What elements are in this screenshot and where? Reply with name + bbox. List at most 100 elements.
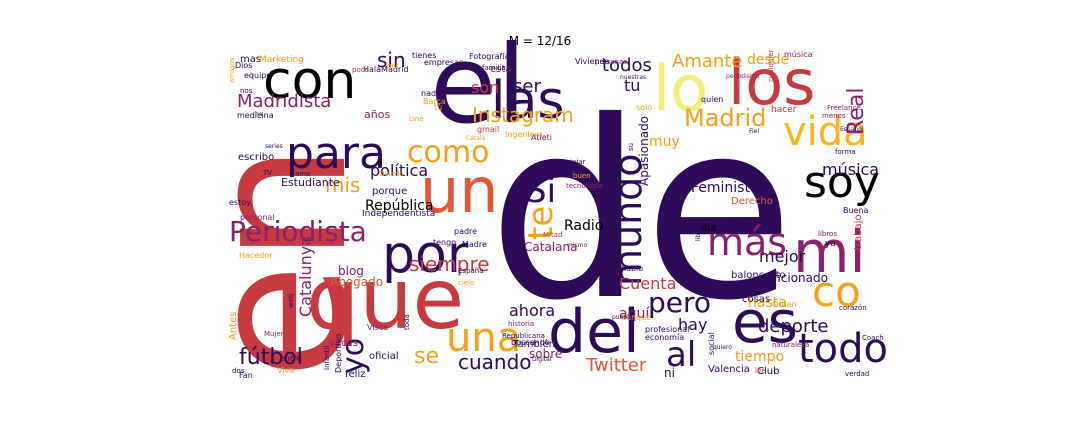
word-estoy-165: estoy (229, 198, 251, 207)
word-amante-35: Amante (672, 51, 742, 72)
word-hacer-95: hacer (771, 105, 797, 115)
word-halamadrid-115: HalaMadrid (363, 65, 409, 74)
word-marketing-87: Marketing (259, 55, 304, 65)
word-cielo-160: cielo (458, 279, 474, 287)
word-amigos-124: amigos (228, 57, 236, 83)
word-ser-39: ser (513, 76, 541, 97)
word-entre-112: entre (280, 354, 301, 363)
word-periodismo-136: periodismo (726, 73, 760, 80)
word-ha-167: ha (255, 111, 263, 118)
word-visca-110: Visca (367, 323, 388, 332)
word-familia-118: familia (482, 64, 506, 72)
word-catalunya-48: Catalunya (296, 236, 315, 317)
word-barca-89: Barça (423, 97, 446, 106)
word-hacedor-111: Hacedor (239, 251, 273, 260)
word-republicana-104: Republicana (502, 332, 545, 340)
word-las-7: las (491, 71, 564, 131)
word-tecnologia-142: tecnología (566, 182, 603, 190)
word-profesional-100: profesional (645, 325, 689, 334)
word-toda-159: toda (403, 314, 411, 330)
word-lo-6: lo (653, 52, 708, 125)
word-medicina-121: medicina (237, 111, 274, 120)
word-estudiante-69: Estudiante (281, 176, 340, 189)
word-futbol-30: fútbol (239, 345, 303, 370)
word-ni-80: ni (664, 366, 675, 380)
word-poco-126: poco (352, 66, 369, 74)
word-todo-19: todo (798, 326, 888, 372)
word-hablo-98: hablo (621, 264, 643, 273)
word-tu-47: tu (624, 76, 640, 95)
word-cuenta-49: Cuenta (619, 274, 676, 293)
word-es-12: es (732, 288, 798, 356)
word-social-101: social (707, 332, 716, 355)
word-freelance-137: Freelance (827, 104, 861, 112)
word-corazon-151: corazón (839, 304, 867, 312)
word-atleti-90: Atleti (531, 133, 552, 142)
word-economia-102: economía (645, 333, 684, 342)
word-twitter-40: Twitter (585, 355, 647, 376)
word-mas-86: mas (240, 54, 261, 65)
word-espana-103: España (458, 267, 484, 275)
word-independentista-85: Independentista (362, 209, 435, 219)
word-nuestras-133: nuestras (620, 74, 646, 81)
word-forma-139: forma (835, 148, 856, 156)
word-personal-161: personal (240, 213, 275, 222)
word-veces-76: veces (329, 338, 358, 349)
word-musica-168: música (784, 50, 813, 59)
word-nada-88: nada (421, 89, 441, 98)
word-baloncesto-74: baloncesto (731, 270, 786, 281)
word-empresas-120: empresas (424, 58, 463, 67)
word-musica-42: música (822, 160, 879, 179)
word-verdad-155: verdad (845, 370, 869, 378)
word-per-130: per (387, 62, 399, 70)
word-desde-56: desde (747, 52, 789, 68)
word-ingeniero-92: Ingeniero (505, 130, 543, 139)
word-un-8: un (420, 154, 499, 227)
word-oficial-82: oficial (369, 351, 399, 362)
word-antes-84: Antes (228, 312, 239, 340)
word-tu-127: tú (434, 103, 442, 112)
word-viajar-170: viajar (566, 158, 586, 166)
word-feminista-57: Feminista (691, 180, 759, 196)
word-buscando-91: buscando (511, 338, 550, 347)
word-aqui-55: aquí (619, 306, 650, 322)
word-blog-68: blog (338, 264, 364, 278)
word-los-4: los (728, 46, 815, 119)
word-gusta-50: gusta (700, 160, 745, 179)
word-tienes-116: tienes (412, 51, 436, 60)
word-personas-119: personas (595, 58, 627, 66)
word-feliz-83: feliz (345, 369, 365, 380)
word-valencia-81: Valencia (708, 364, 750, 375)
word-muy-60: muy (649, 134, 680, 150)
word-dos-113: dos (232, 367, 245, 375)
word-fotografia-117: Fotografía (469, 52, 510, 61)
word-cine-131: cine (409, 115, 424, 123)
word-si-25: Si (525, 171, 556, 211)
word-siempre-34: siempre (409, 252, 490, 276)
word-como-22: como (407, 135, 489, 170)
word-aunque-99: aunque (621, 313, 651, 322)
word-porque-71: porque (372, 186, 407, 197)
word-mejor-51: mejor (759, 247, 806, 266)
word-de-0: de (488, 69, 794, 354)
word-mi-13: mi (793, 218, 866, 286)
word-en-1: en (168, 143, 389, 380)
word-tiempo-54: tiempo (735, 349, 784, 365)
word-quien-97: quien (701, 95, 723, 104)
word-sobre-63: sobre (529, 347, 562, 361)
word-el-2: el (430, 23, 526, 148)
word-instagram-31: Instagram (472, 103, 574, 127)
word-mismo-150: mismo (567, 242, 587, 249)
word-hasta-53: hasta (748, 295, 787, 311)
word-hay-43: hay (678, 315, 707, 334)
word-vida-14: vida (783, 109, 868, 155)
word-infantil-107: Infantil (323, 346, 331, 370)
word-radio-59: Radio (564, 218, 603, 234)
word-cualquier-135: cualquier (767, 49, 775, 82)
word-eso-147: eso (763, 221, 774, 228)
word-orden-152: Orden (772, 300, 797, 309)
word-madridista-32: Madridista (237, 91, 331, 112)
word-te-26: te (521, 206, 561, 240)
word-buen-143: buen (573, 172, 591, 180)
